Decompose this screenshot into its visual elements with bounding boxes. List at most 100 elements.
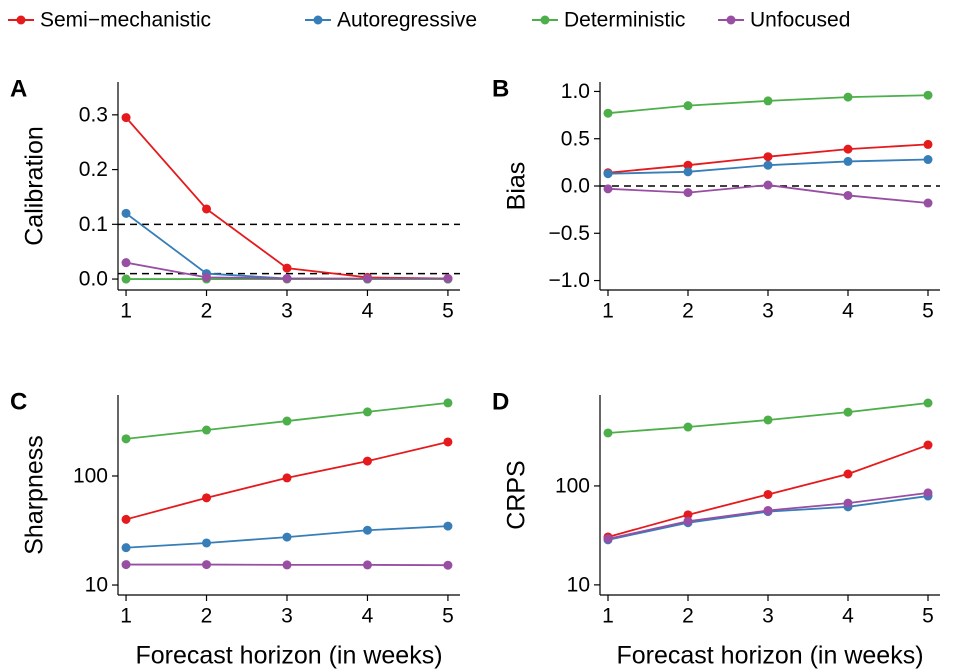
y-axis-label: Calibration: [21, 126, 49, 246]
data-point: [763, 489, 773, 499]
data-point: [282, 263, 292, 273]
legend-label: Semi−mechanistic: [40, 9, 211, 32]
data-point: [362, 560, 372, 570]
x-tick-label: 3: [762, 605, 774, 628]
data-point: [282, 560, 292, 570]
x-tick-label: 3: [281, 605, 293, 628]
x-tick-label: 3: [281, 300, 293, 323]
y-axis-label: Sharpness: [21, 435, 49, 555]
data-point: [683, 188, 693, 198]
x-tick-label: 2: [201, 605, 213, 628]
panel-label: C: [10, 388, 27, 415]
data-point: [763, 415, 773, 425]
data-point: [202, 204, 212, 214]
data-point: [843, 407, 853, 417]
data-point: [362, 525, 372, 535]
data-point: [683, 422, 693, 432]
data-point: [763, 152, 773, 162]
data-point: [683, 160, 693, 170]
x-tick-label: 2: [682, 605, 694, 628]
data-point: [362, 456, 372, 466]
data-point: [443, 521, 453, 531]
y-tick-label: 10: [85, 574, 108, 597]
data-point: [202, 272, 212, 282]
data-point: [121, 208, 131, 218]
x-tick-label: 5: [442, 300, 454, 323]
data-point: [282, 274, 292, 284]
y-axis-label: CRPS: [503, 460, 531, 529]
data-point: [121, 514, 131, 524]
data-point: [121, 543, 131, 553]
data-point: [202, 493, 212, 503]
data-point: [121, 258, 131, 268]
data-point: [683, 510, 693, 520]
series-line: [607, 495, 929, 541]
legend-label: Autoregressive: [337, 9, 477, 32]
x-tick-label: 5: [922, 300, 934, 323]
x-tick-label: 1: [120, 605, 132, 628]
x-tick-label: 4: [842, 605, 854, 628]
data-point: [843, 144, 853, 154]
data-point: [843, 92, 853, 102]
legend-dot: [726, 15, 736, 25]
series-line: [125, 116, 448, 280]
y-tick-label: 100: [73, 465, 108, 488]
data-point: [443, 437, 453, 447]
data-point: [121, 560, 131, 570]
x-tick-label: 4: [842, 300, 854, 323]
data-point: [603, 108, 613, 118]
data-point: [603, 184, 613, 194]
data-point: [923, 198, 933, 208]
legend-label: Unfocused: [750, 9, 850, 32]
y-tick-label: 10: [567, 573, 590, 596]
data-point: [843, 156, 853, 166]
panel-label: A: [10, 75, 27, 102]
x-axis-label: Forecast horizon (in weeks): [135, 642, 442, 670]
x-tick-label: 3: [762, 300, 774, 323]
data-point: [763, 96, 773, 106]
data-point: [282, 473, 292, 483]
data-point: [603, 428, 613, 438]
y-tick-label: −0.5: [549, 222, 590, 245]
data-point: [362, 274, 372, 284]
data-point: [763, 505, 773, 515]
y-tick-label: 100: [555, 474, 590, 497]
x-tick-label: 5: [442, 605, 454, 628]
data-point: [843, 469, 853, 479]
data-point: [603, 169, 613, 179]
panel-label: B: [492, 75, 509, 102]
data-point: [362, 407, 372, 417]
legend-dot: [313, 15, 323, 25]
data-point: [923, 398, 933, 408]
x-tick-label: 5: [922, 605, 934, 628]
y-tick-label: −1.0: [549, 269, 590, 292]
y-tick-label: 0.0: [79, 268, 108, 291]
x-tick-label: 1: [120, 300, 132, 323]
data-point: [202, 560, 212, 570]
data-point: [763, 160, 773, 170]
data-point: [683, 167, 693, 177]
y-tick-label: 0.1: [79, 213, 108, 236]
y-tick-label: 0.0: [561, 175, 590, 198]
data-point: [202, 538, 212, 548]
data-point: [923, 90, 933, 100]
x-tick-label: 4: [362, 605, 374, 628]
data-point: [121, 113, 131, 123]
data-point: [923, 139, 933, 149]
y-tick-label: 0.2: [79, 158, 108, 181]
legend-dot: [540, 15, 550, 25]
data-point: [923, 155, 933, 165]
x-tick-label: 1: [602, 605, 614, 628]
x-tick-label: 1: [602, 300, 614, 323]
data-point: [843, 190, 853, 200]
data-point: [121, 434, 131, 444]
data-point: [683, 101, 693, 111]
data-point: [843, 498, 853, 508]
data-point: [443, 274, 453, 284]
data-point: [121, 274, 131, 284]
x-tick-label: 2: [201, 300, 213, 323]
data-point: [202, 425, 212, 435]
panel-label: D: [492, 388, 509, 415]
x-tick-label: 4: [362, 300, 374, 323]
